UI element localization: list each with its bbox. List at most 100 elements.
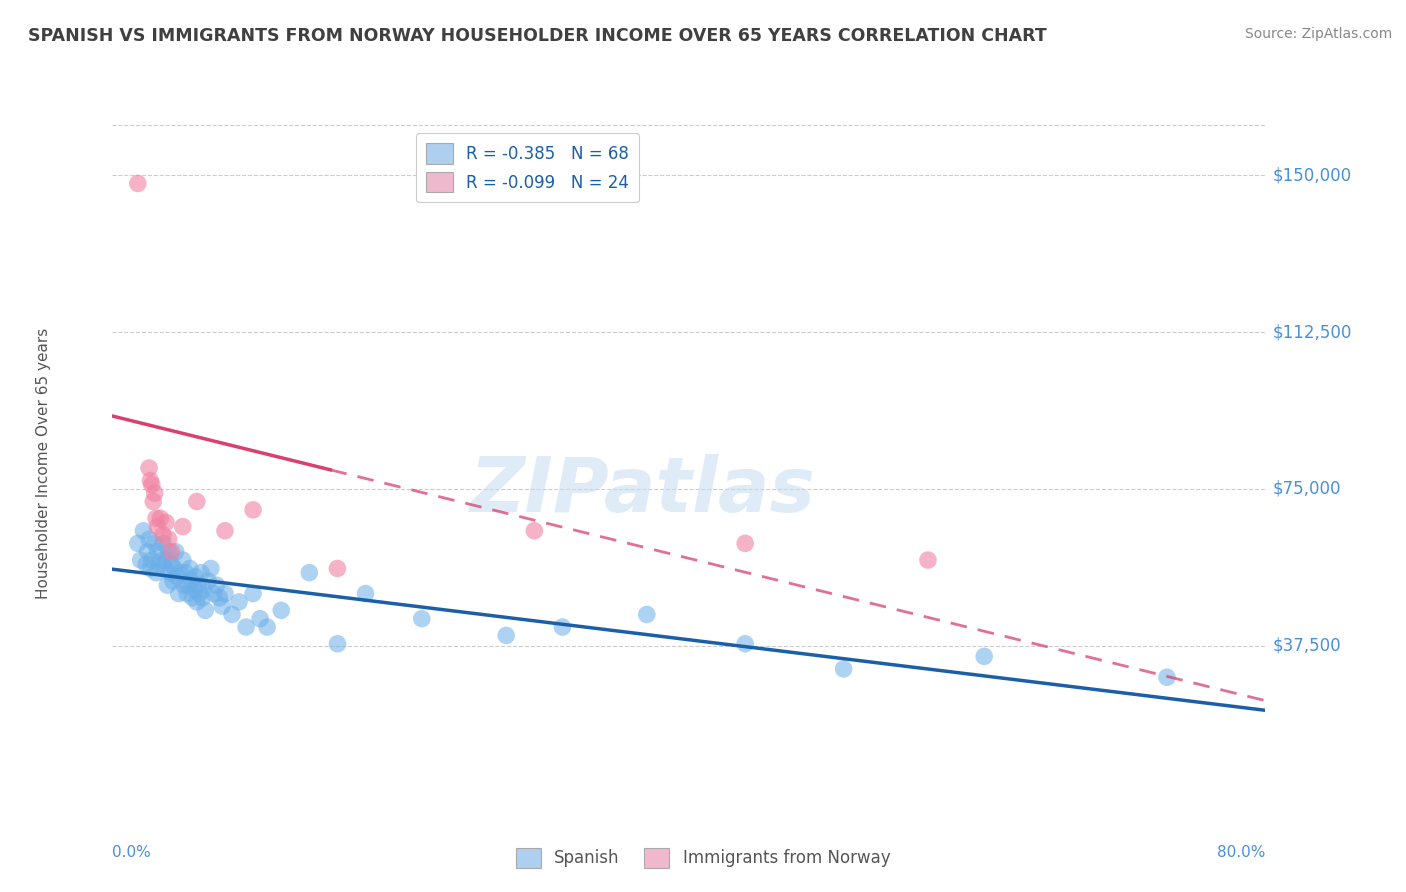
Point xyxy=(156,578,179,592)
Point xyxy=(129,0,152,6)
Point xyxy=(167,586,190,600)
Point xyxy=(211,599,233,614)
Point xyxy=(179,561,201,575)
Point xyxy=(184,570,207,584)
Point xyxy=(148,558,170,572)
Point xyxy=(173,578,195,592)
Point xyxy=(326,637,349,651)
Point xyxy=(190,566,212,580)
Point xyxy=(160,545,183,559)
Point xyxy=(197,574,219,588)
Point xyxy=(141,553,163,567)
Point xyxy=(411,612,433,626)
Point xyxy=(146,545,169,559)
Point xyxy=(298,566,321,580)
Point xyxy=(917,553,939,567)
Point xyxy=(135,84,157,98)
Point xyxy=(153,561,176,575)
Point xyxy=(139,561,162,575)
Point xyxy=(186,494,208,508)
Point xyxy=(145,566,167,580)
Point xyxy=(354,586,377,600)
Point xyxy=(177,578,200,592)
Point xyxy=(162,574,184,588)
Point xyxy=(186,595,208,609)
Point xyxy=(242,586,264,600)
Point xyxy=(194,603,217,617)
Legend: Spanish, Immigrants from Norway: Spanish, Immigrants from Norway xyxy=(509,841,897,875)
Text: 0.0%: 0.0% xyxy=(112,845,152,860)
Text: Householder Income Over 65 years: Householder Income Over 65 years xyxy=(35,328,51,599)
Point xyxy=(166,570,188,584)
Point xyxy=(495,628,517,642)
Point xyxy=(551,620,574,634)
Point xyxy=(214,586,236,600)
Point xyxy=(214,524,236,538)
Text: ZIPatlas: ZIPatlas xyxy=(470,454,815,528)
Point xyxy=(132,524,155,538)
Point xyxy=(832,662,855,676)
Point xyxy=(200,561,222,575)
Point xyxy=(181,591,204,605)
Point xyxy=(242,503,264,517)
Point xyxy=(145,511,167,525)
Text: $112,500: $112,500 xyxy=(1272,323,1351,341)
Point xyxy=(523,524,546,538)
Point xyxy=(150,553,173,567)
Point xyxy=(180,574,202,588)
Point xyxy=(734,637,756,651)
Point xyxy=(160,558,183,572)
Point xyxy=(1156,670,1178,684)
Point xyxy=(132,76,155,90)
Point xyxy=(193,582,215,597)
Point xyxy=(174,566,197,580)
Text: SPANISH VS IMMIGRANTS FROM NORWAY HOUSEHOLDER INCOME OVER 65 YEARS CORRELATION C: SPANISH VS IMMIGRANTS FROM NORWAY HOUSEH… xyxy=(28,27,1047,45)
Text: 80.0%: 80.0% xyxy=(1218,845,1265,860)
Point xyxy=(135,558,157,572)
Point xyxy=(228,595,250,609)
Point xyxy=(146,519,169,533)
Point xyxy=(157,545,180,559)
Point xyxy=(256,620,278,634)
Point xyxy=(188,586,211,600)
Point xyxy=(270,603,292,617)
Point xyxy=(973,649,995,664)
Point xyxy=(152,536,174,550)
Point xyxy=(143,486,166,500)
Point xyxy=(202,586,225,600)
Point xyxy=(159,566,181,580)
Point xyxy=(326,561,349,575)
Point xyxy=(155,516,177,530)
Point xyxy=(636,607,658,622)
Point xyxy=(172,519,194,533)
Point xyxy=(176,586,198,600)
Point xyxy=(138,532,160,546)
Point xyxy=(165,545,187,559)
Legend: R = -0.385   N = 68, R = -0.099   N = 24: R = -0.385 N = 68, R = -0.099 N = 24 xyxy=(416,133,638,202)
Point xyxy=(143,536,166,550)
Point xyxy=(152,528,174,542)
Point xyxy=(208,591,231,605)
Point xyxy=(734,536,756,550)
Point xyxy=(155,553,177,567)
Point xyxy=(127,177,149,191)
Point xyxy=(169,566,191,580)
Point xyxy=(141,477,163,491)
Point xyxy=(149,511,172,525)
Point xyxy=(235,620,257,634)
Point xyxy=(129,553,152,567)
Text: Source: ZipAtlas.com: Source: ZipAtlas.com xyxy=(1244,27,1392,41)
Point xyxy=(191,591,214,605)
Text: $150,000: $150,000 xyxy=(1272,166,1351,184)
Point xyxy=(163,561,186,575)
Point xyxy=(142,494,165,508)
Point xyxy=(139,474,162,488)
Point xyxy=(138,461,160,475)
Point xyxy=(127,536,149,550)
Point xyxy=(187,578,209,592)
Text: $37,500: $37,500 xyxy=(1272,637,1341,655)
Point xyxy=(249,612,271,626)
Text: $75,000: $75,000 xyxy=(1272,480,1341,498)
Point xyxy=(221,607,243,622)
Point xyxy=(183,582,205,597)
